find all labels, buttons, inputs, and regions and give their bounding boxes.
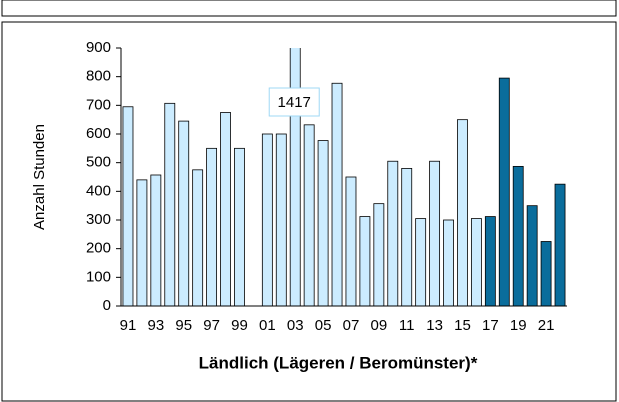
- value-label: 1417: [278, 94, 311, 111]
- x-tick-label: 17: [482, 317, 499, 334]
- x-tick-label: 21: [538, 317, 555, 334]
- bar: [164, 102, 176, 307]
- bar: [122, 106, 134, 307]
- bar: [317, 140, 329, 307]
- bar: [457, 119, 468, 307]
- bar: [206, 147, 218, 307]
- x-tick-label: 95: [175, 317, 192, 334]
- bars: [122, 48, 566, 307]
- bar: [373, 203, 385, 307]
- bar: [220, 112, 231, 307]
- bar: [261, 133, 273, 307]
- bar: [470, 218, 482, 307]
- y-tick-label: 400: [86, 182, 111, 199]
- y-tick-label: 0: [103, 297, 111, 314]
- y-tick-label: 700: [86, 96, 111, 113]
- x-tick-label: 93: [148, 317, 165, 334]
- bar: [234, 147, 245, 307]
- bar: [345, 176, 357, 307]
- y-tick-label: 800: [86, 68, 111, 85]
- bar: [401, 167, 413, 307]
- bar: [484, 216, 496, 307]
- bar: [178, 120, 190, 307]
- bar: [526, 205, 538, 307]
- x-tick-label: 97: [203, 317, 220, 334]
- bar: [331, 82, 343, 307]
- bar: [192, 169, 204, 307]
- x-tick-label: 13: [426, 317, 443, 334]
- y-tick-label: 200: [86, 240, 111, 257]
- bar: [303, 124, 315, 307]
- bar: [512, 165, 524, 307]
- x-tick-label: 91: [120, 317, 137, 334]
- bar: [359, 216, 371, 307]
- panel-frame: [1, 21, 617, 402]
- bar: [150, 174, 162, 307]
- x-tick-label: 05: [315, 317, 332, 334]
- bar: [540, 241, 552, 307]
- upper-panel-frame: [1, 0, 617, 17]
- y-axis-title: Anzahl Stunden: [31, 124, 48, 230]
- bar: [498, 77, 510, 307]
- y-tick-label: 900: [86, 39, 111, 56]
- y-tick-label: 500: [86, 154, 111, 171]
- bar: [289, 48, 301, 307]
- y-tick-label: 100: [86, 268, 111, 285]
- x-tick-label: 15: [454, 317, 471, 334]
- x-axis-title: Ländlich (Lägeren / Beromünster)*: [199, 353, 478, 372]
- x-tick-label: 99: [231, 317, 248, 334]
- bar: [387, 160, 399, 307]
- bar: [429, 160, 441, 307]
- bar: [554, 183, 566, 307]
- bar: [415, 218, 427, 307]
- bar: [443, 219, 454, 307]
- bar: [275, 133, 287, 307]
- y-tick-label: 600: [86, 125, 111, 142]
- x-tick-label: 01: [259, 317, 276, 334]
- x-tick-label: 11: [399, 317, 415, 334]
- bar: [136, 179, 148, 307]
- x-tick-label: 03: [287, 317, 304, 334]
- x-tick-label: 07: [343, 317, 360, 334]
- value-label-box: [268, 87, 320, 117]
- x-tick-label: 09: [371, 317, 388, 334]
- y-tick-label: 300: [86, 211, 111, 228]
- x-tick-label: 19: [510, 317, 527, 334]
